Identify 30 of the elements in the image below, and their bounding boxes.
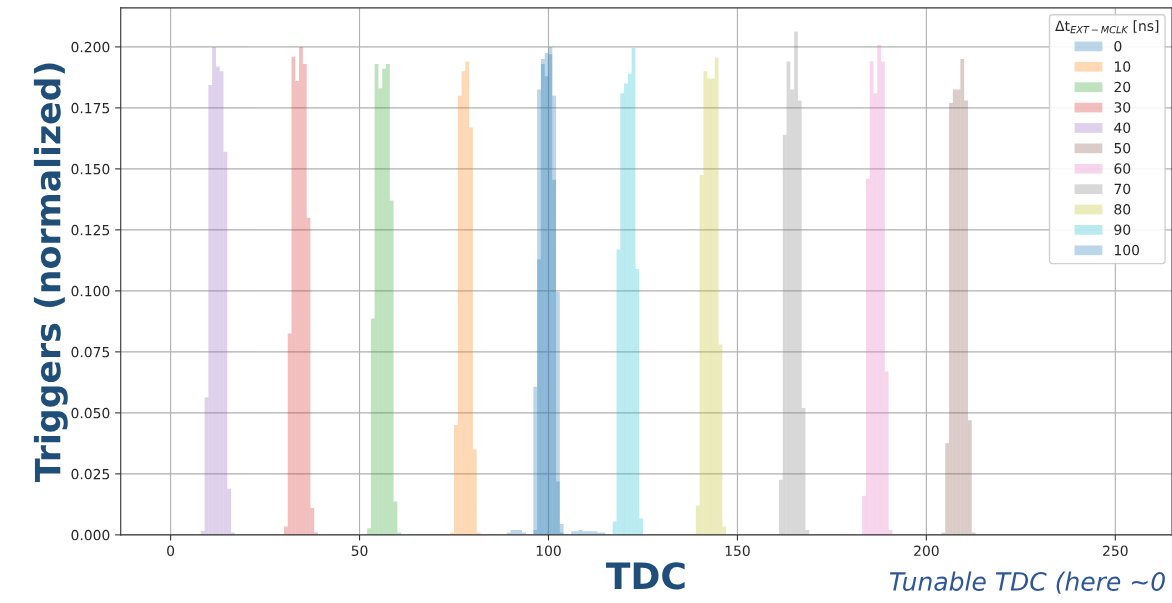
y-tick-label: 0.050 — [71, 407, 110, 419]
y-axis-title: Triggers (normalized) — [33, 63, 68, 482]
x-tick-label: 50 — [351, 545, 368, 557]
legend-label: 0 — [1114, 40, 1122, 52]
legend-label: 10 — [1114, 61, 1131, 72]
x-tick-label: 0 — [167, 545, 175, 557]
y-tick-label: 0.025 — [71, 468, 110, 480]
text: Tunable TDC (here ~0 — [889, 571, 1165, 594]
legend-label: 60 — [1114, 163, 1131, 174]
y-tick-label: 0.175 — [71, 102, 110, 114]
legend-title: Δt$_{EXT−MCLK}$ [ns] — [1055, 20, 1159, 34]
legend-label: 80 — [1114, 204, 1131, 215]
y-tick-label: 0.075 — [71, 346, 110, 358]
legend-label: 70 — [1114, 183, 1131, 195]
x-tick-label: 200 — [914, 545, 939, 557]
y-tick-label: 0.000 — [71, 529, 110, 541]
y-tick-label: 0.100 — [71, 285, 110, 297]
x-tick-label: 100 — [536, 545, 561, 557]
x-tick-label: 150 — [725, 545, 750, 557]
y-tick-label: 0.125 — [71, 224, 110, 236]
legend-label: 90 — [1114, 224, 1131, 235]
y-tick-label: 0.200 — [71, 41, 110, 53]
legend-label: 100 — [1114, 244, 1140, 256]
legend-label: 20 — [1114, 81, 1131, 93]
x-tick-label: 250 — [1103, 545, 1128, 557]
legend-label: 50 — [1114, 142, 1131, 154]
legend-label: 40 — [1114, 122, 1131, 134]
x-axis-title: TDC — [605, 562, 685, 590]
y-tick-label: 0.150 — [71, 163, 110, 175]
legend-label: 30 — [1114, 102, 1131, 113]
